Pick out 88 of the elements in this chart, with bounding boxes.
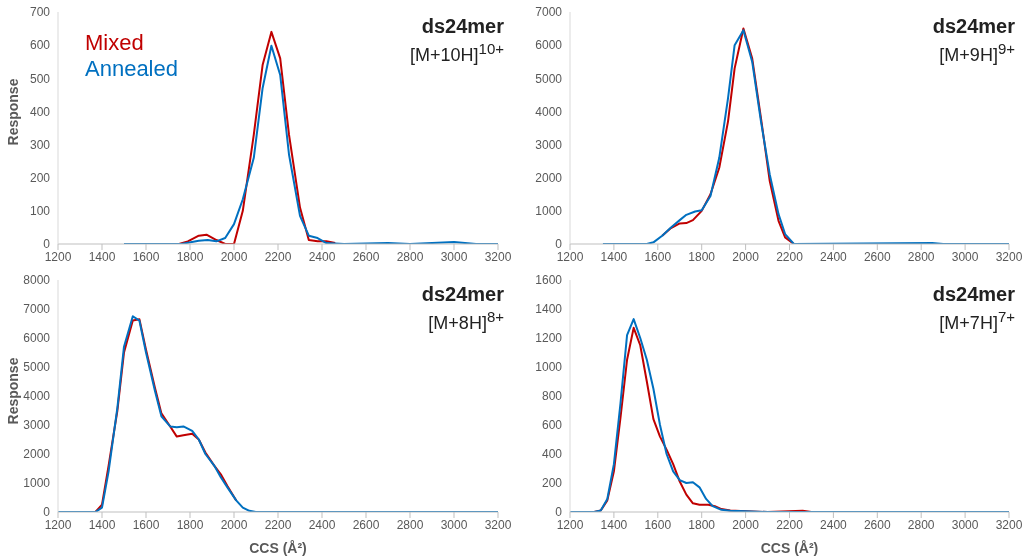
x-tick-label: 2800	[396, 249, 424, 264]
y-tick-label: 1200	[535, 331, 563, 346]
y-tick-label: 400	[29, 104, 51, 119]
x-tick-label: 2400	[308, 517, 336, 532]
y-tick-label: 1000	[535, 360, 563, 375]
x-axis-title: CCS (Å²)	[248, 540, 308, 556]
x-tick-label: 3200	[484, 249, 512, 264]
y-tick-label: 400	[541, 447, 563, 462]
y-axis-title: Response	[5, 356, 21, 427]
x-tick-label: 1400	[600, 249, 628, 264]
x-tick-label: 1800	[176, 517, 204, 532]
y-tick-label: 3000	[23, 418, 51, 433]
y-tick-label: 5000	[535, 71, 563, 86]
y-tick-label: 4000	[535, 104, 563, 119]
x-tick-label: 1600	[132, 517, 160, 532]
y-tick-label: 0	[555, 237, 563, 252]
x-tick-label: 2600	[863, 517, 891, 532]
y-tick-label: 1600	[535, 273, 563, 288]
y-tick-label: 200	[29, 170, 51, 185]
y-tick-label: 0	[43, 237, 51, 252]
y-tick-label: 0	[555, 505, 563, 520]
x-tick-label: 1400	[88, 249, 116, 264]
y-tick-label: 600	[29, 38, 51, 53]
x-tick-label: 2200	[776, 517, 804, 532]
y-tick-label: 2000	[535, 170, 563, 185]
y-tick-label: 600	[541, 418, 563, 433]
y-tick-label: 500	[29, 71, 51, 86]
x-tick-label: 2200	[776, 249, 804, 264]
y-axis-title: Response	[5, 77, 21, 148]
x-tick-label: 2000	[220, 517, 248, 532]
chart-title: ds24mer	[421, 282, 504, 306]
y-tick-label: 700	[29, 5, 51, 20]
chart-title: ds24mer	[932, 282, 1015, 306]
y-tick-label: 3000	[535, 137, 563, 152]
x-tick-label: 3000	[440, 517, 468, 532]
x-axis-title: CCS (Å²)	[759, 540, 820, 556]
x-tick-label: 3200	[995, 517, 1023, 532]
chart-title: ds24mer	[420, 14, 504, 38]
chart-title: ds24mer	[932, 14, 1015, 38]
y-tick-label: 1400	[535, 302, 563, 317]
x-tick-label: 2200	[264, 517, 292, 532]
text: [M+8H]$^{8+}$	[427, 307, 504, 334]
y-tick-label: 6000	[535, 38, 563, 53]
x-tick-label: 2600	[352, 249, 380, 264]
x-tick-label: 2000	[732, 249, 760, 264]
x-tick-label: 2400	[820, 249, 848, 264]
x-tick-label: 1400	[88, 517, 116, 532]
y-tick-label: 4000	[23, 389, 51, 404]
x-tick-label: 3000	[951, 249, 979, 264]
x-tick-label: 1600	[644, 517, 672, 532]
x-tick-label: 2800	[907, 517, 935, 532]
text: [M+7H]$^{7+}$	[938, 307, 1015, 334]
x-tick-label: 3000	[951, 517, 979, 532]
y-tick-label: 300	[29, 137, 51, 152]
text: [M+9H]$^{9+}$	[938, 39, 1015, 66]
x-tick-label: 2000	[732, 517, 760, 532]
x-tick-label: 2400	[820, 517, 848, 532]
y-tick-label: 2000	[23, 447, 51, 462]
x-tick-label: 1600	[132, 249, 160, 264]
y-tick-label: 5000	[23, 360, 51, 375]
x-tick-label: 3000	[440, 249, 468, 264]
x-tick-label: 2200	[264, 249, 292, 264]
x-tick-label: 1800	[176, 249, 204, 264]
x-tick-label: 1600	[644, 249, 672, 264]
y-tick-label: 7000	[535, 5, 563, 20]
x-tick-label: 3200	[484, 517, 512, 532]
x-tick-label: 3200	[995, 249, 1023, 264]
text: Mixed	[85, 30, 145, 56]
y-tick-label: 7000	[23, 302, 51, 317]
x-tick-label: 1400	[600, 517, 628, 532]
text: [M+10H]$^{10+}$	[410, 39, 504, 66]
x-tick-label: 2800	[396, 517, 424, 532]
x-tick-label: 1800	[688, 249, 716, 264]
text: Annealed	[85, 56, 178, 82]
y-tick-label: 800	[541, 389, 563, 404]
y-tick-label: 1000	[23, 476, 51, 491]
y-tick-label: 0	[43, 505, 51, 520]
y-tick-label: 6000	[23, 331, 51, 346]
y-tick-label: 100	[29, 204, 51, 219]
x-tick-label: 2000	[220, 249, 248, 264]
x-tick-label: 2800	[907, 249, 935, 264]
x-tick-label: 2600	[352, 517, 380, 532]
y-tick-label: 8000	[23, 273, 51, 288]
x-tick-label: 2400	[308, 249, 336, 264]
y-tick-label: 1000	[535, 204, 563, 219]
y-tick-label: 200	[541, 476, 563, 491]
x-tick-label: 2600	[863, 249, 891, 264]
x-tick-label: 1800	[688, 517, 716, 532]
